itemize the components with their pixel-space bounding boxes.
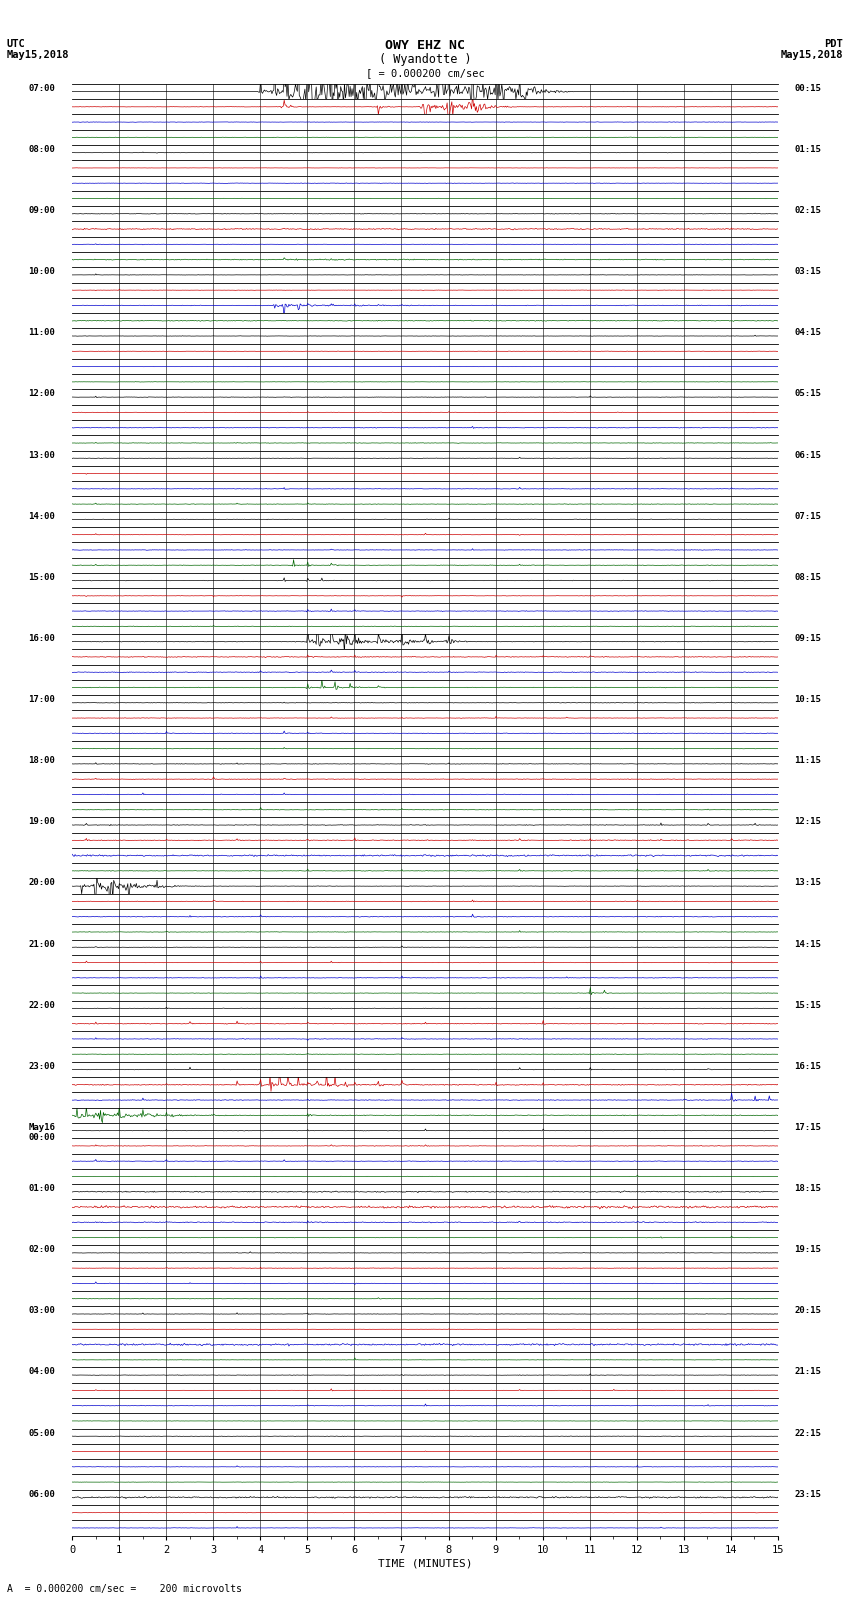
Text: 14:15: 14:15 (795, 940, 821, 948)
Text: 21:00: 21:00 (29, 940, 55, 948)
Text: 08:00: 08:00 (29, 145, 55, 153)
Text: 21:15: 21:15 (795, 1368, 821, 1376)
Text: 18:00: 18:00 (29, 756, 55, 765)
Text: 08:15: 08:15 (795, 573, 821, 582)
Text: 20:15: 20:15 (795, 1307, 821, 1315)
Text: 07:00: 07:00 (29, 84, 55, 94)
Text: PDT: PDT (824, 39, 843, 48)
Text: 04:15: 04:15 (795, 329, 821, 337)
Text: 05:15: 05:15 (795, 389, 821, 398)
Text: 01:00: 01:00 (29, 1184, 55, 1194)
Text: May15,2018: May15,2018 (7, 50, 70, 60)
Text: 00:15: 00:15 (795, 84, 821, 94)
Text: OWY EHZ NC: OWY EHZ NC (385, 39, 465, 52)
Text: 22:00: 22:00 (29, 1000, 55, 1010)
Text: 20:00: 20:00 (29, 879, 55, 887)
Text: 22:15: 22:15 (795, 1429, 821, 1437)
Text: 04:00: 04:00 (29, 1368, 55, 1376)
Text: 13:15: 13:15 (795, 879, 821, 887)
Text: 11:00: 11:00 (29, 329, 55, 337)
Text: 19:15: 19:15 (795, 1245, 821, 1255)
Text: 01:15: 01:15 (795, 145, 821, 153)
Text: [ = 0.000200 cm/sec: [ = 0.000200 cm/sec (366, 68, 484, 77)
Text: 03:15: 03:15 (795, 268, 821, 276)
Text: 17:15: 17:15 (795, 1123, 821, 1132)
X-axis label: TIME (MINUTES): TIME (MINUTES) (377, 1558, 473, 1569)
Text: 10:00: 10:00 (29, 268, 55, 276)
Text: ( Wyandotte ): ( Wyandotte ) (379, 53, 471, 66)
Text: 12:15: 12:15 (795, 818, 821, 826)
Text: May16
00:00: May16 00:00 (29, 1123, 55, 1142)
Text: 02:15: 02:15 (795, 206, 821, 215)
Text: 23:15: 23:15 (795, 1490, 821, 1498)
Text: 19:00: 19:00 (29, 818, 55, 826)
Text: UTC: UTC (7, 39, 26, 48)
Text: 16:00: 16:00 (29, 634, 55, 644)
Text: 23:00: 23:00 (29, 1061, 55, 1071)
Text: 17:00: 17:00 (29, 695, 55, 705)
Text: 16:15: 16:15 (795, 1061, 821, 1071)
Text: 15:15: 15:15 (795, 1000, 821, 1010)
Text: 11:15: 11:15 (795, 756, 821, 765)
Text: May15,2018: May15,2018 (780, 50, 843, 60)
Text: 15:00: 15:00 (29, 573, 55, 582)
Text: 09:15: 09:15 (795, 634, 821, 644)
Text: 06:15: 06:15 (795, 450, 821, 460)
Text: 03:00: 03:00 (29, 1307, 55, 1315)
Text: 12:00: 12:00 (29, 389, 55, 398)
Text: 13:00: 13:00 (29, 450, 55, 460)
Text: 06:00: 06:00 (29, 1490, 55, 1498)
Text: 02:00: 02:00 (29, 1245, 55, 1255)
Text: 14:00: 14:00 (29, 511, 55, 521)
Text: 18:15: 18:15 (795, 1184, 821, 1194)
Text: 05:00: 05:00 (29, 1429, 55, 1437)
Text: 10:15: 10:15 (795, 695, 821, 705)
Text: A  = 0.000200 cm/sec =    200 microvolts: A = 0.000200 cm/sec = 200 microvolts (7, 1584, 241, 1594)
Text: 07:15: 07:15 (795, 511, 821, 521)
Text: 09:00: 09:00 (29, 206, 55, 215)
